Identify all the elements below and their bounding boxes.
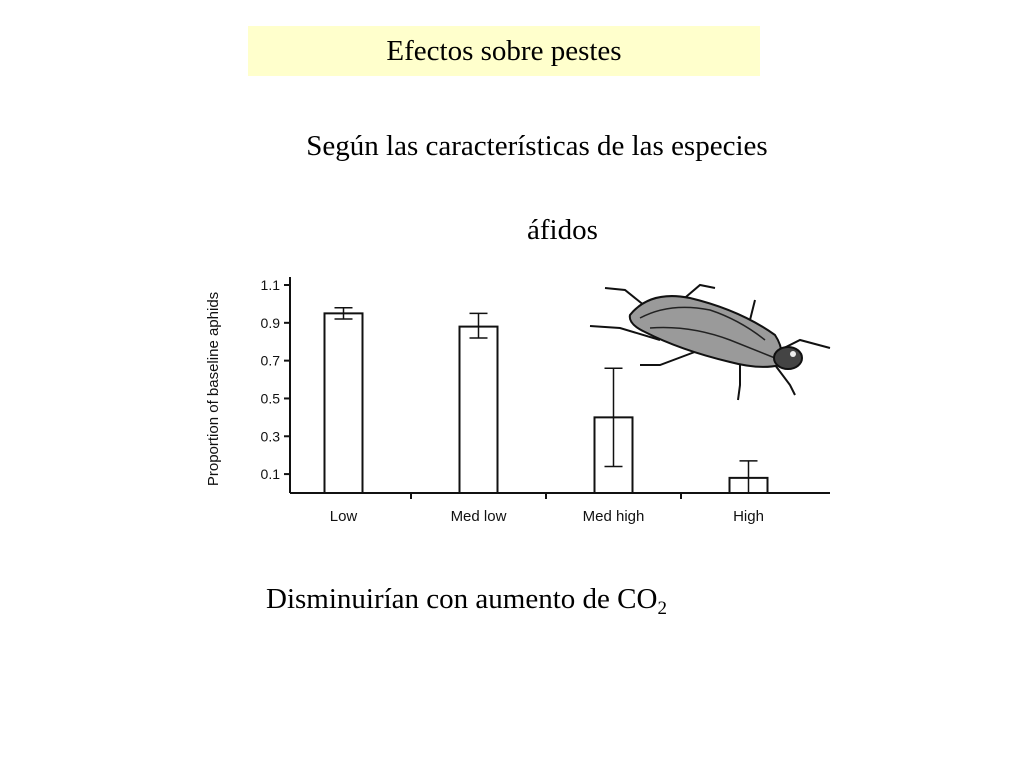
y-tick-label: 0.5	[261, 390, 281, 406]
bar-chart-svg: 0.1 0.3 0.5 0.7 0.9 1.1 Proportion of baseline…	[205, 277, 831, 525]
bar	[458, 325, 499, 494]
bar	[323, 312, 364, 495]
slide-subtitle: Según las características de las especie…	[306, 130, 768, 162]
x-tick-label: Med high	[583, 508, 645, 525]
x-tick-label: Med low	[451, 508, 507, 525]
y-tick-label: 1.1	[261, 277, 281, 293]
conclusion-main: Disminuirían con aumento de CO	[266, 583, 658, 615]
aphid-illustration	[589, 283, 831, 401]
y-tick-label: 0.7	[261, 353, 281, 369]
x-tick-label: Low	[330, 508, 358, 525]
axes-layer: 0.1 0.3 0.5 0.7 0.9 1.1 Proportion of baseline…	[205, 277, 830, 499]
species-label: áfidos	[527, 214, 598, 246]
y-tick-label: 0.9	[261, 315, 281, 331]
conclusion-text: Disminuirían con aumento de CO2	[266, 583, 667, 620]
y-tick-label: 0.3	[261, 428, 281, 444]
aphid-chart: 0.1 0.3 0.5 0.7 0.9 1.1 Proportion of baseline…	[180, 255, 860, 545]
slide-title-box: Efectos sobre pestes	[248, 26, 760, 76]
x-tick-label: High	[733, 508, 764, 525]
y-axis-label: Proportion of baseline aphids	[205, 292, 222, 486]
y-tick-label: 0.1	[261, 466, 281, 482]
bars-layer: Low Med low Med high High	[323, 306, 769, 525]
conclusion-subscript: 2	[657, 598, 667, 619]
slide-title: Efectos sobre pestes	[386, 34, 622, 67]
